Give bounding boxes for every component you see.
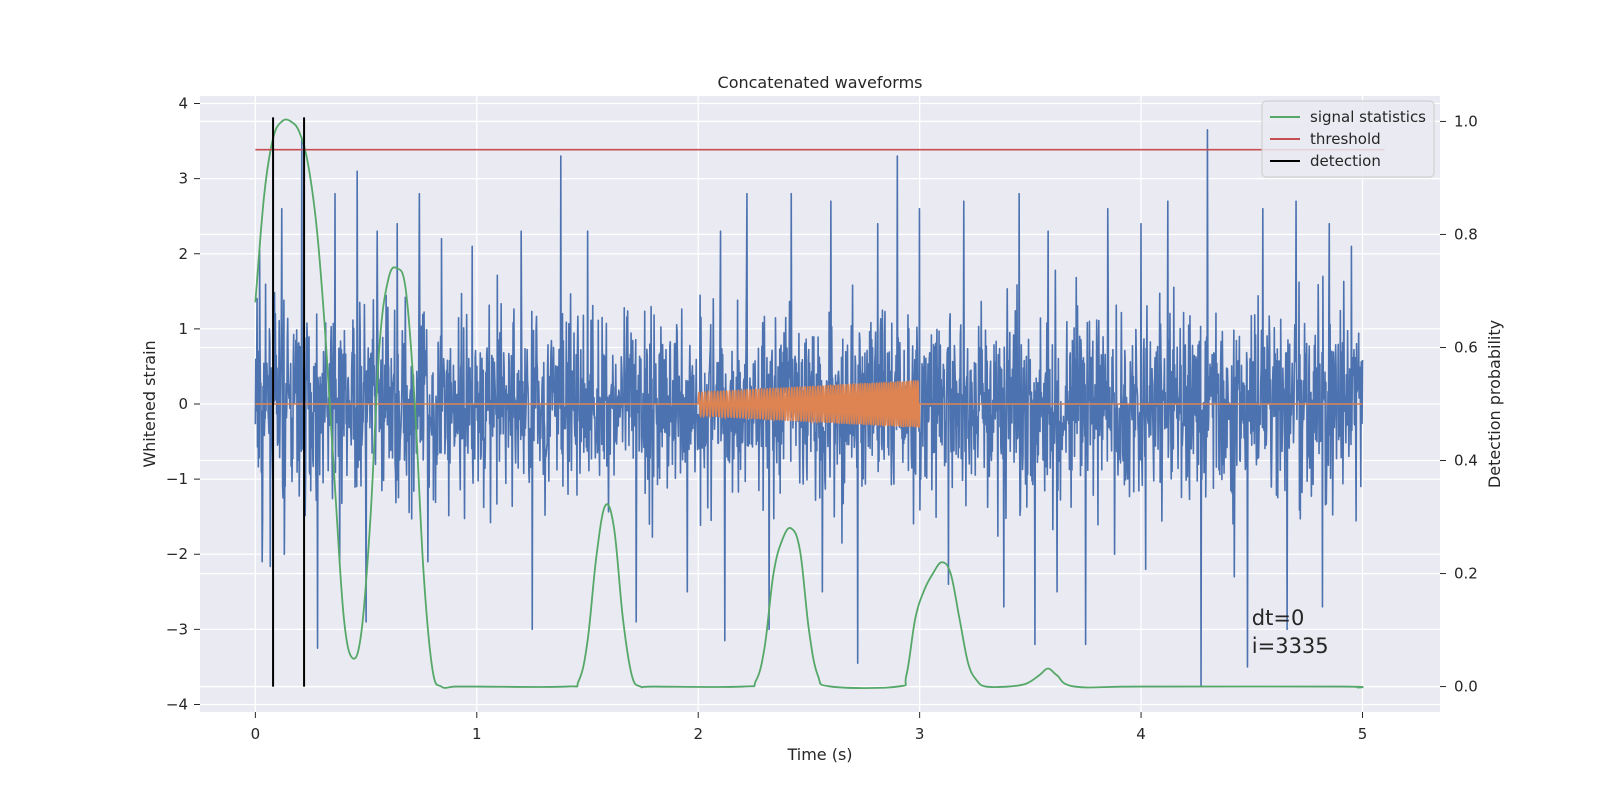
y-tick-label: −4 xyxy=(166,695,188,713)
annotation: dt=0 i=3335 xyxy=(1252,606,1329,658)
y2-tick-label: 1.0 xyxy=(1454,112,1478,130)
x-tick-label: 0 xyxy=(251,725,261,743)
y-axis-label: Whitened strain xyxy=(140,340,159,467)
y2-tick-label: 0.4 xyxy=(1454,452,1478,470)
noise-series-line xyxy=(254,129,1364,687)
x-axis-label: Time (s) xyxy=(786,745,852,764)
y-axis-ticks: −4 −3 −2 −1 0 1 2 3 4 xyxy=(166,95,200,713)
y2-axis-label: Detection probability xyxy=(1485,320,1504,488)
y2-tick-label: 0.2 xyxy=(1454,565,1478,583)
y-tick-label: −2 xyxy=(166,545,188,563)
annotation-text: i=3335 xyxy=(1252,634,1329,658)
signal-statistics-line xyxy=(254,118,1364,689)
x-tick-label: 2 xyxy=(693,725,703,743)
x-axis-ticks: 0 1 2 3 4 5 xyxy=(251,712,1368,743)
x-tick-label: 3 xyxy=(915,725,925,743)
y2-tick-label: 0.0 xyxy=(1454,678,1478,696)
y-tick-label: −1 xyxy=(166,470,188,488)
y2-tick-label: 0.6 xyxy=(1454,338,1478,356)
y-tick-label: 2 xyxy=(178,245,188,263)
annotation-text: dt=0 xyxy=(1252,606,1305,630)
plot-marks xyxy=(254,117,1385,689)
y-tick-label: 0 xyxy=(178,395,188,413)
x-tick-label: 5 xyxy=(1358,725,1368,743)
legend-box xyxy=(1261,100,1435,178)
legend-label: signal statistics xyxy=(1310,108,1426,126)
y2-axis-ticks: 0.0 0.2 0.4 0.6 0.8 1.0 xyxy=(1440,112,1478,696)
legend: signal statistics threshold detection xyxy=(1261,100,1435,178)
chirp-series-line xyxy=(255,380,1363,428)
y-tick-label: 3 xyxy=(178,170,188,188)
y-tick-label: 1 xyxy=(178,320,188,338)
x-tick-label: 1 xyxy=(472,725,482,743)
y2-tick-label: 0.8 xyxy=(1454,225,1478,243)
legend-label: threshold xyxy=(1310,130,1381,148)
legend-label: detection xyxy=(1310,152,1381,170)
y-tick-label: −3 xyxy=(166,620,188,638)
chart-title: Concatenated waveforms xyxy=(718,73,923,92)
x-tick-label: 4 xyxy=(1136,725,1146,743)
y-tick-label: 4 xyxy=(178,95,188,113)
